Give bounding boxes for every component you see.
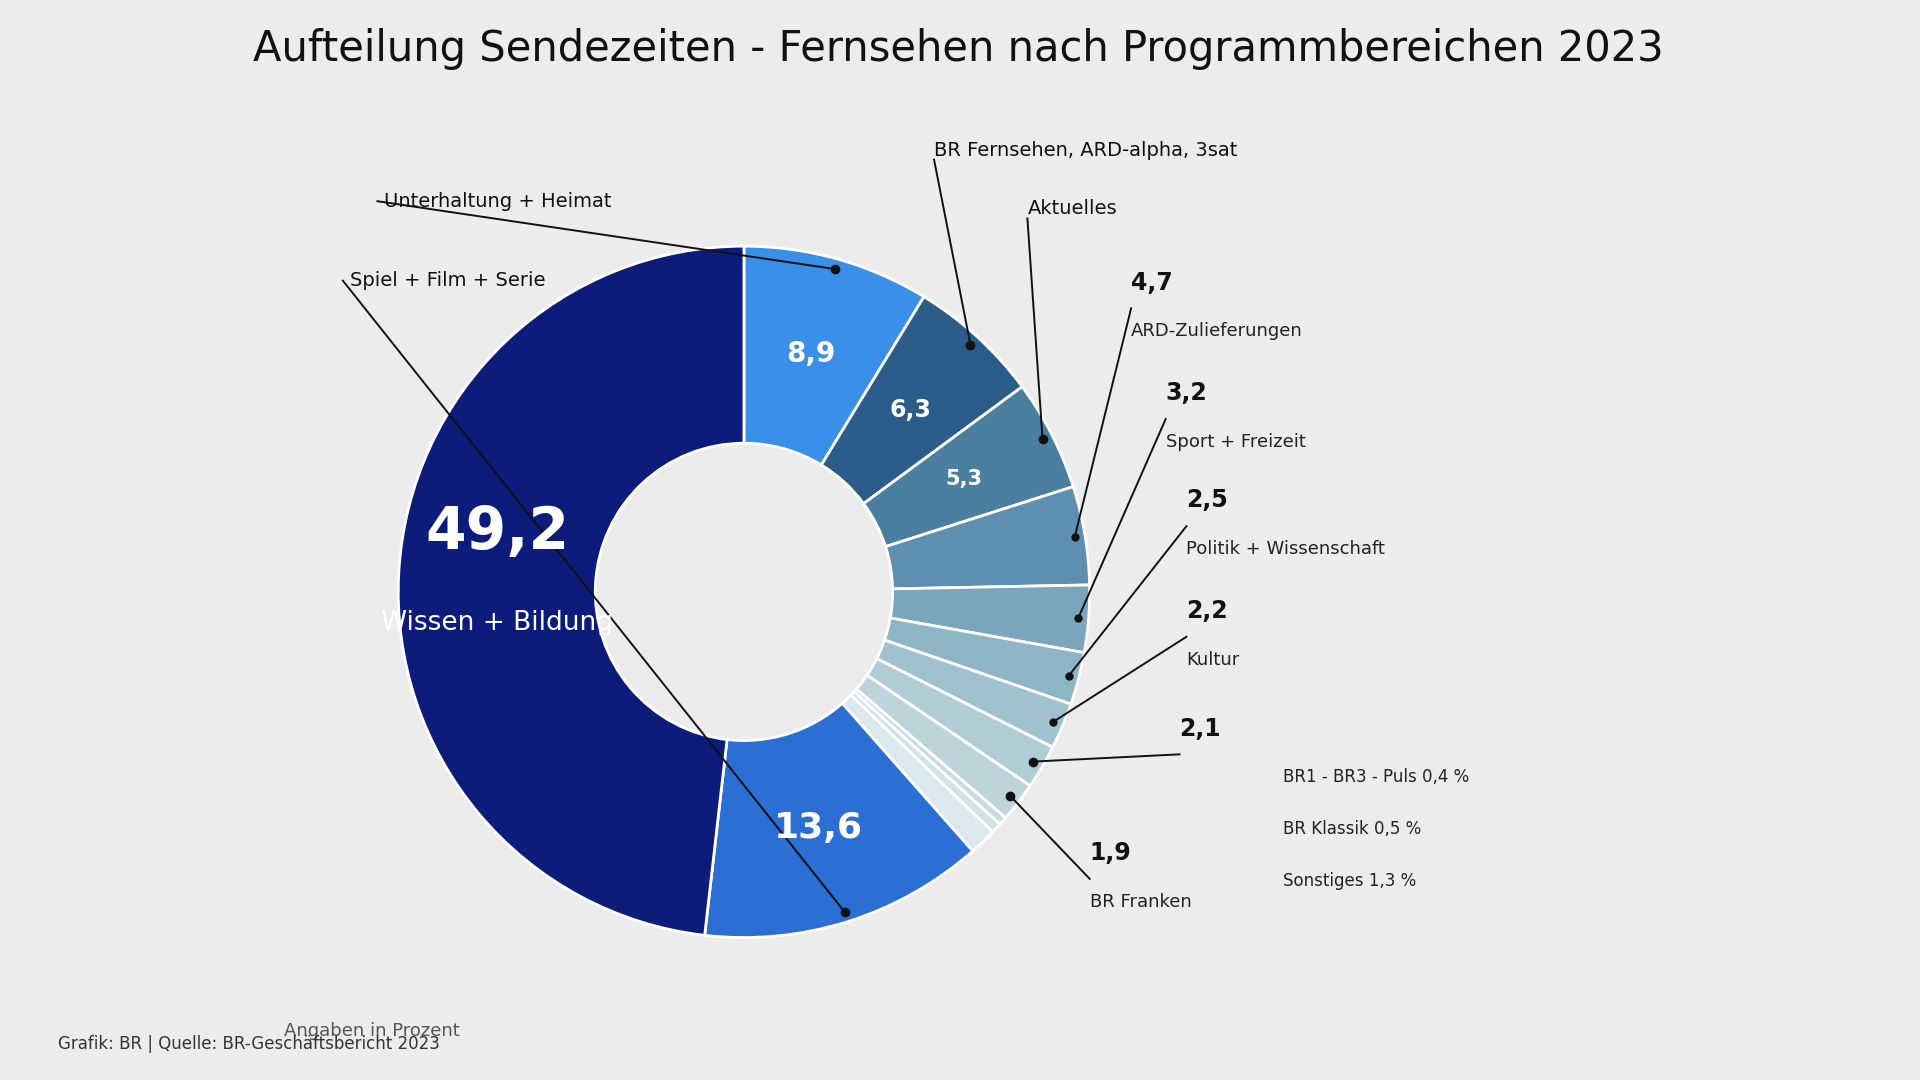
Text: 5,3: 5,3 [945, 470, 983, 489]
Wedge shape [843, 696, 993, 851]
Wedge shape [864, 387, 1073, 546]
Text: Grafik: BR | Quelle: BR-Geschäftsbericht 2023: Grafik: BR | Quelle: BR-Geschäftsbericht… [58, 1035, 440, 1053]
Text: 2,2: 2,2 [1187, 599, 1229, 623]
Text: 3,2: 3,2 [1165, 381, 1208, 405]
Wedge shape [868, 659, 1052, 786]
Text: BR Fernsehen, ARD-alpha, 3sat: BR Fernsehen, ARD-alpha, 3sat [933, 140, 1238, 160]
Text: 1,9: 1,9 [1091, 841, 1131, 865]
Text: 6,3: 6,3 [891, 397, 931, 421]
Text: BR1 - BR3 - Puls 0,4 %: BR1 - BR3 - Puls 0,4 % [1283, 768, 1469, 786]
Wedge shape [856, 675, 1031, 818]
Wedge shape [854, 689, 1006, 824]
Wedge shape [397, 246, 743, 935]
Text: Unterhaltung + Heimat: Unterhaltung + Heimat [384, 192, 612, 211]
Wedge shape [885, 618, 1085, 704]
Text: 4,7: 4,7 [1131, 271, 1173, 295]
Wedge shape [877, 640, 1071, 747]
Text: BR Klassik 0,5 %: BR Klassik 0,5 % [1283, 820, 1421, 838]
Text: 2,1: 2,1 [1179, 716, 1221, 741]
Text: Aktuelles: Aktuelles [1027, 200, 1117, 218]
Wedge shape [891, 585, 1091, 652]
Text: Wissen + Bildung: Wissen + Bildung [382, 610, 612, 636]
Text: Politik + Wissenschaft: Politik + Wissenschaft [1187, 540, 1386, 558]
Wedge shape [705, 703, 973, 937]
Text: Spiel + Film + Serie: Spiel + Film + Serie [349, 271, 545, 291]
Text: Sport + Freizeit: Sport + Freizeit [1165, 433, 1306, 450]
Text: ARD-Zulieferungen: ARD-Zulieferungen [1131, 322, 1304, 340]
Wedge shape [851, 692, 1000, 832]
Text: 8,9: 8,9 [785, 340, 835, 368]
Text: Angaben in Prozent: Angaben in Prozent [284, 1022, 461, 1040]
Text: Aufteilung Sendezeiten - Fernsehen nach Programmbereichen 2023: Aufteilung Sendezeiten - Fernsehen nach … [253, 28, 1663, 70]
Text: 13,6: 13,6 [774, 811, 862, 845]
Wedge shape [822, 297, 1021, 503]
Text: 2,5: 2,5 [1187, 488, 1229, 512]
Text: 49,2: 49,2 [424, 504, 568, 562]
Wedge shape [743, 246, 924, 465]
Text: Kultur: Kultur [1187, 650, 1240, 669]
Text: Sonstiges 1,3 %: Sonstiges 1,3 % [1283, 872, 1417, 890]
Text: BR Franken: BR Franken [1091, 892, 1192, 910]
Wedge shape [885, 487, 1089, 589]
